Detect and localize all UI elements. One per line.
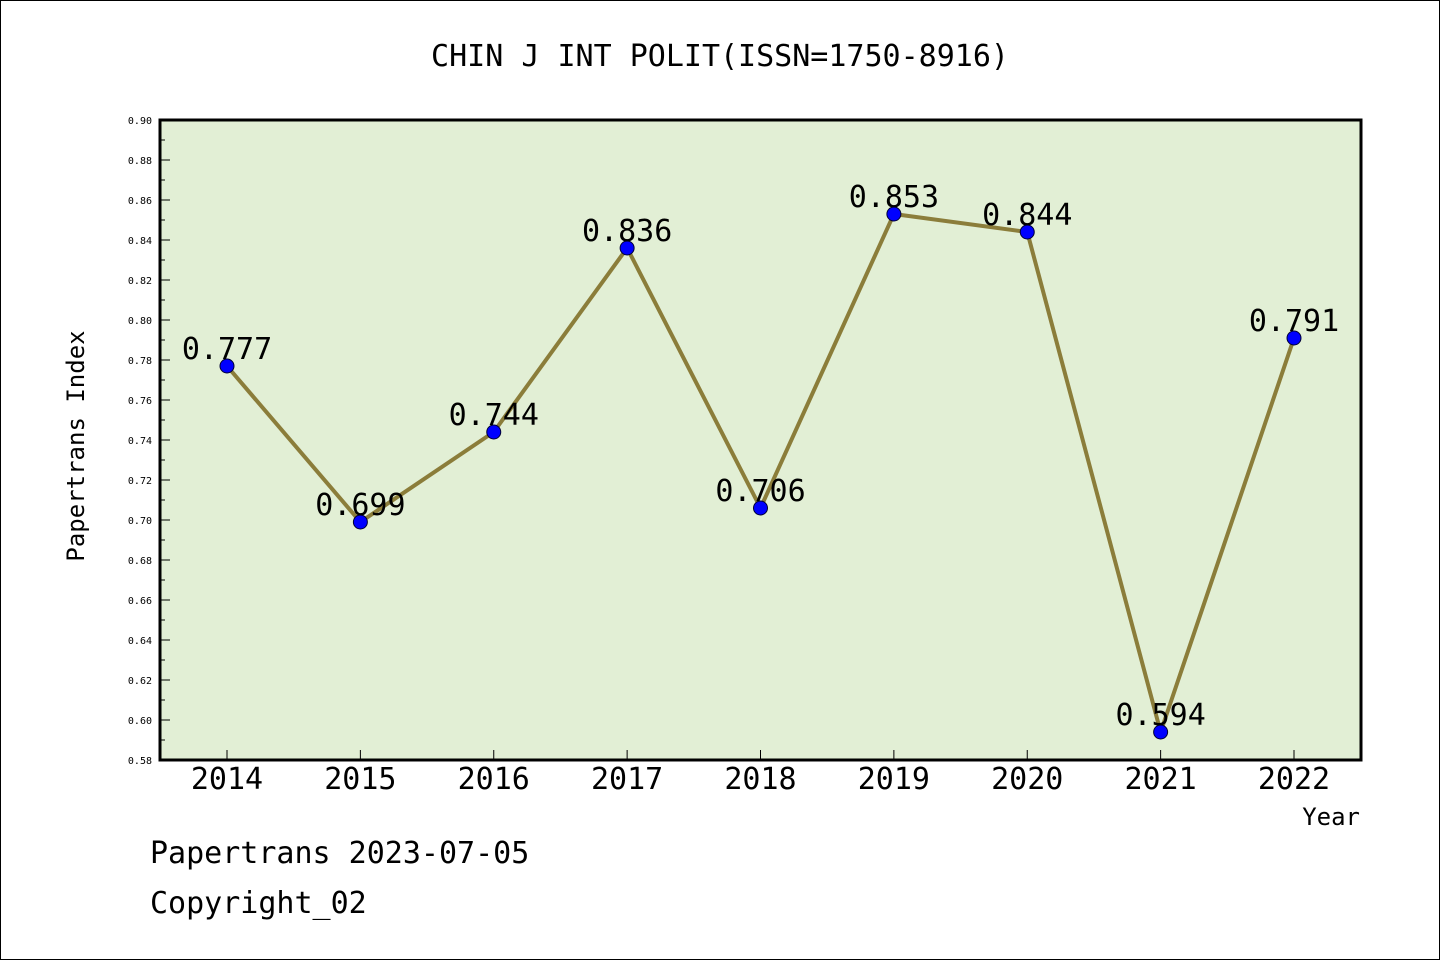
data-point [1153, 724, 1169, 740]
data-point [753, 500, 768, 516]
data-label: 0.836 [582, 214, 672, 249]
footer-date: Papertrans 2023-07-05 [150, 836, 530, 871]
x-tick-label: 2019 [858, 762, 930, 797]
y-tick-label: 0.76 [128, 396, 152, 407]
y-tick-label: 0.84 [128, 236, 152, 247]
data-label: 0.594 [1115, 698, 1205, 733]
x-tick-label: 2014 [191, 762, 263, 797]
x-tick-label: 2015 [324, 762, 396, 797]
x-axis-label: Year [1302, 803, 1360, 831]
y-tick-label: 0.90 [128, 116, 152, 127]
y-tick-label: 0.74 [128, 436, 152, 447]
data-point [1019, 224, 1035, 240]
data-label: 0.744 [449, 398, 539, 433]
data-point [886, 206, 902, 222]
chart-title: CHIN J INT POLIT(ISSN=1750-8916) [431, 39, 1009, 74]
y-tick-label: 0.80 [128, 316, 152, 327]
y-tick-label: 0.72 [128, 476, 152, 487]
data-point [619, 240, 635, 256]
data-label: 0.699 [315, 488, 405, 523]
y-tick-label: 0.88 [128, 156, 152, 167]
data-point [486, 424, 502, 440]
y-tick-label: 0.62 [128, 676, 152, 687]
y-tick-label: 0.86 [128, 196, 152, 207]
x-tick-label: 2018 [724, 762, 796, 797]
x-tick-label: 2022 [1258, 762, 1330, 797]
y-axis-label: Papertrans Index [62, 330, 90, 561]
y-tick-label: 0.82 [128, 276, 152, 287]
data-label: 0.853 [849, 180, 939, 215]
data-label: 0.844 [982, 198, 1072, 233]
y-axis-ticks: 0.58 0.60 0.62 0.64 0.66 0.68 0.70 0.72 0.74 0.76… [128, 116, 170, 767]
y-tick-label: 0.66 [128, 596, 152, 607]
data-label: 0.777 [182, 332, 272, 367]
footer-copyright: Copyright_02 [150, 886, 367, 921]
data-point [219, 358, 235, 374]
x-axis-ticks: 2014 2015 2016 2017 2018 2019 2020 2021 2022 [191, 750, 1330, 797]
y-tick-label: 0.70 [128, 516, 152, 527]
x-tick-label: 2017 [591, 762, 663, 797]
x-tick-label: 2021 [1125, 762, 1197, 797]
data-label: 0.706 [715, 474, 805, 509]
plot-area [158, 118, 1363, 762]
series-group: 0.777 0.699 0.744 0.836 0.706 0.853 0.844 0.594… [182, 180, 1339, 740]
y-tick-label: 0.78 [128, 356, 152, 367]
data-point [352, 514, 368, 530]
y-tick-label: 0.58 [128, 756, 152, 767]
y-tick-label: 0.68 [128, 556, 152, 567]
x-tick-label: 2016 [458, 762, 530, 797]
y-tick-label: 0.60 [128, 716, 152, 727]
x-tick-label: 2020 [991, 762, 1063, 797]
y-tick-label: 0.64 [128, 636, 152, 647]
data-point [1286, 330, 1302, 346]
data-label: 0.791 [1249, 304, 1339, 339]
